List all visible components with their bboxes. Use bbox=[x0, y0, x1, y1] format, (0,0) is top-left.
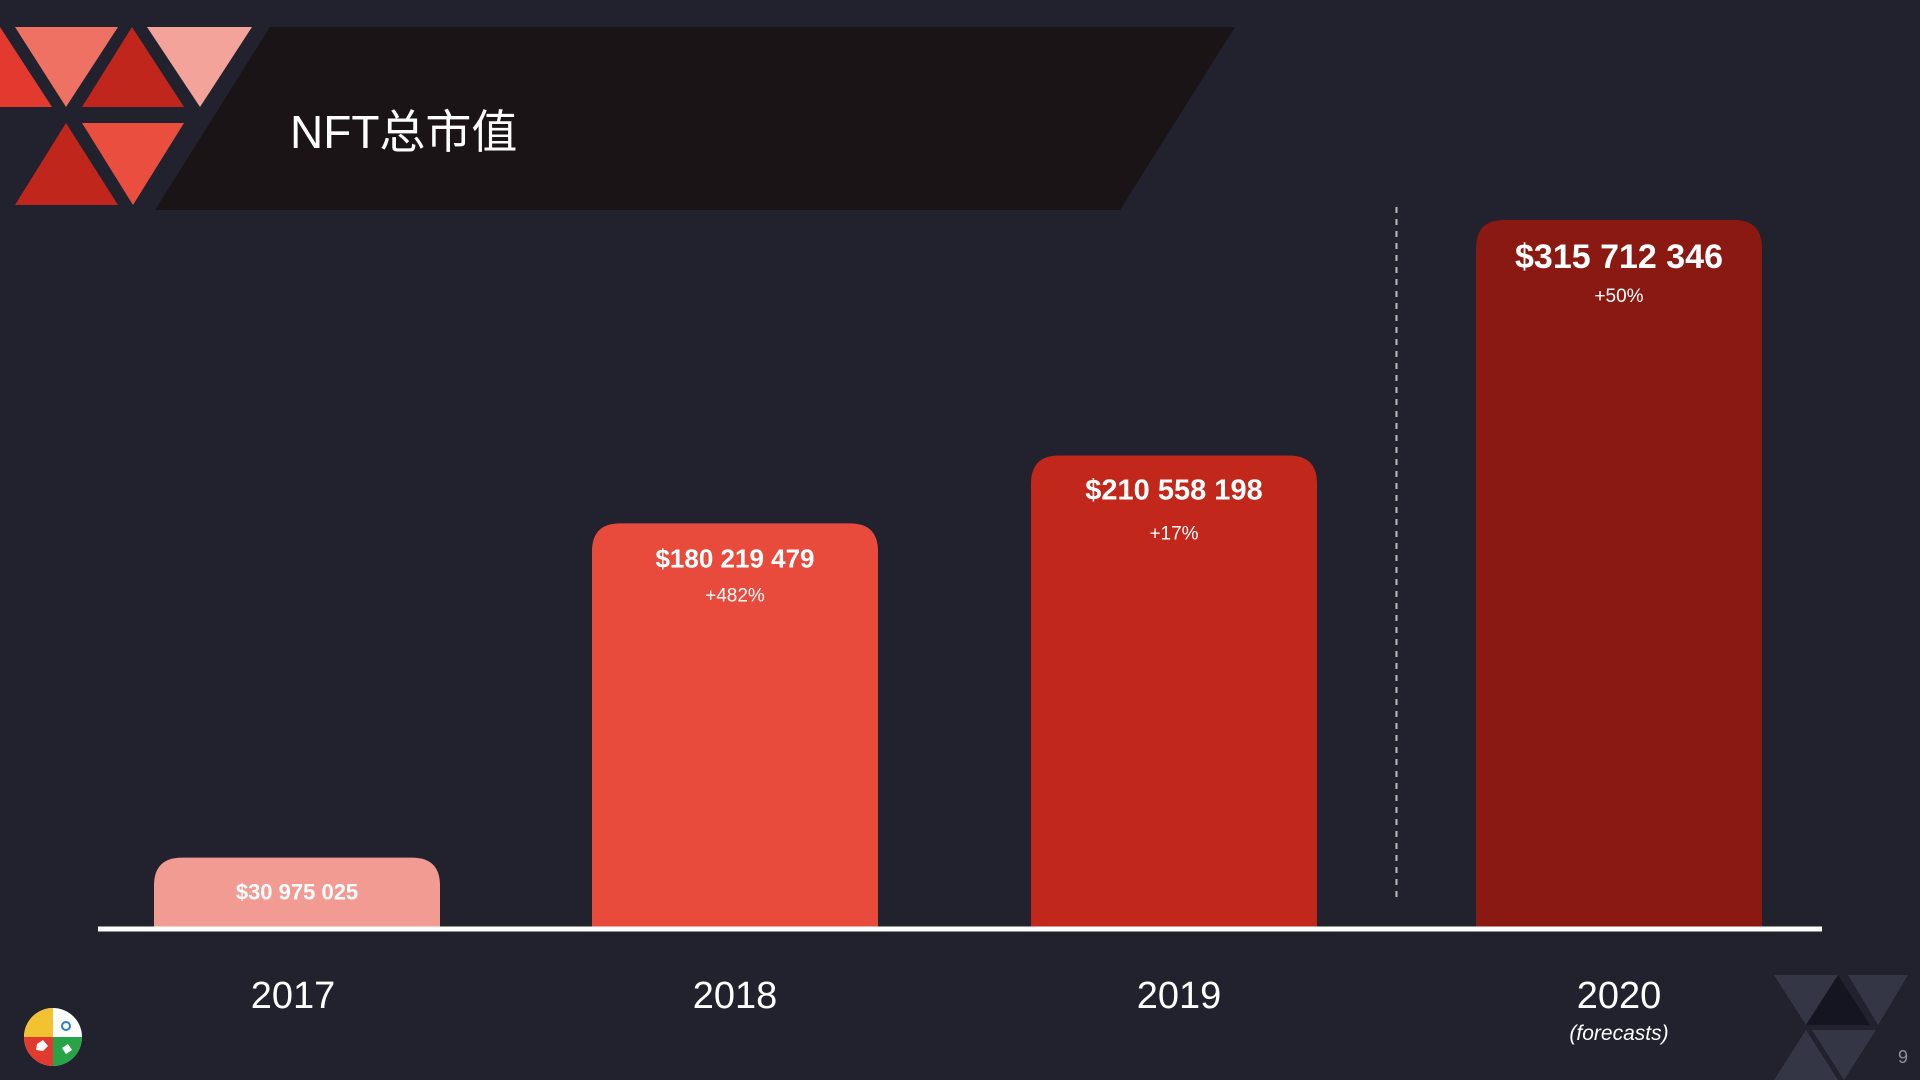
x-tick-note-2020: (forecasts) bbox=[1569, 1022, 1668, 1045]
page-number: 9 bbox=[1897, 1047, 1908, 1067]
x-tick-label-2019: 2019 bbox=[1137, 975, 1222, 1017]
header-decoration bbox=[0, 27, 1235, 210]
change-label-2020: +50% bbox=[1594, 286, 1643, 307]
title-band bbox=[155, 27, 1235, 210]
bars-layer bbox=[154, 219, 1762, 928]
value-label-2018: $180 219 479 bbox=[655, 543, 814, 573]
labels-layer: $30 975 025 2017 $180 219 479 +482% 2018 $210… bbox=[236, 238, 1723, 1045]
x-tick-label-2017: 2017 bbox=[251, 975, 336, 1017]
change-label-2019: +17% bbox=[1149, 523, 1198, 544]
bar-2019 bbox=[1031, 455, 1317, 927]
slide-title: NFT总市值 bbox=[290, 106, 518, 158]
bar-2018 bbox=[592, 523, 878, 927]
value-label-2020: $315 712 346 bbox=[1515, 238, 1723, 276]
value-label-2019: $210 558 198 bbox=[1085, 474, 1262, 506]
bar-2017 bbox=[154, 857, 440, 927]
x-tick-label-2020: 2020 bbox=[1577, 975, 1662, 1017]
bar-2020 bbox=[1476, 219, 1762, 928]
company-logo-icon bbox=[24, 1008, 82, 1066]
x-tick-label-2018: 2018 bbox=[693, 975, 778, 1017]
triangle-pattern-icon bbox=[0, 27, 252, 205]
change-label-2018: +482% bbox=[705, 585, 765, 606]
value-label-2017: $30 975 025 bbox=[236, 880, 358, 905]
